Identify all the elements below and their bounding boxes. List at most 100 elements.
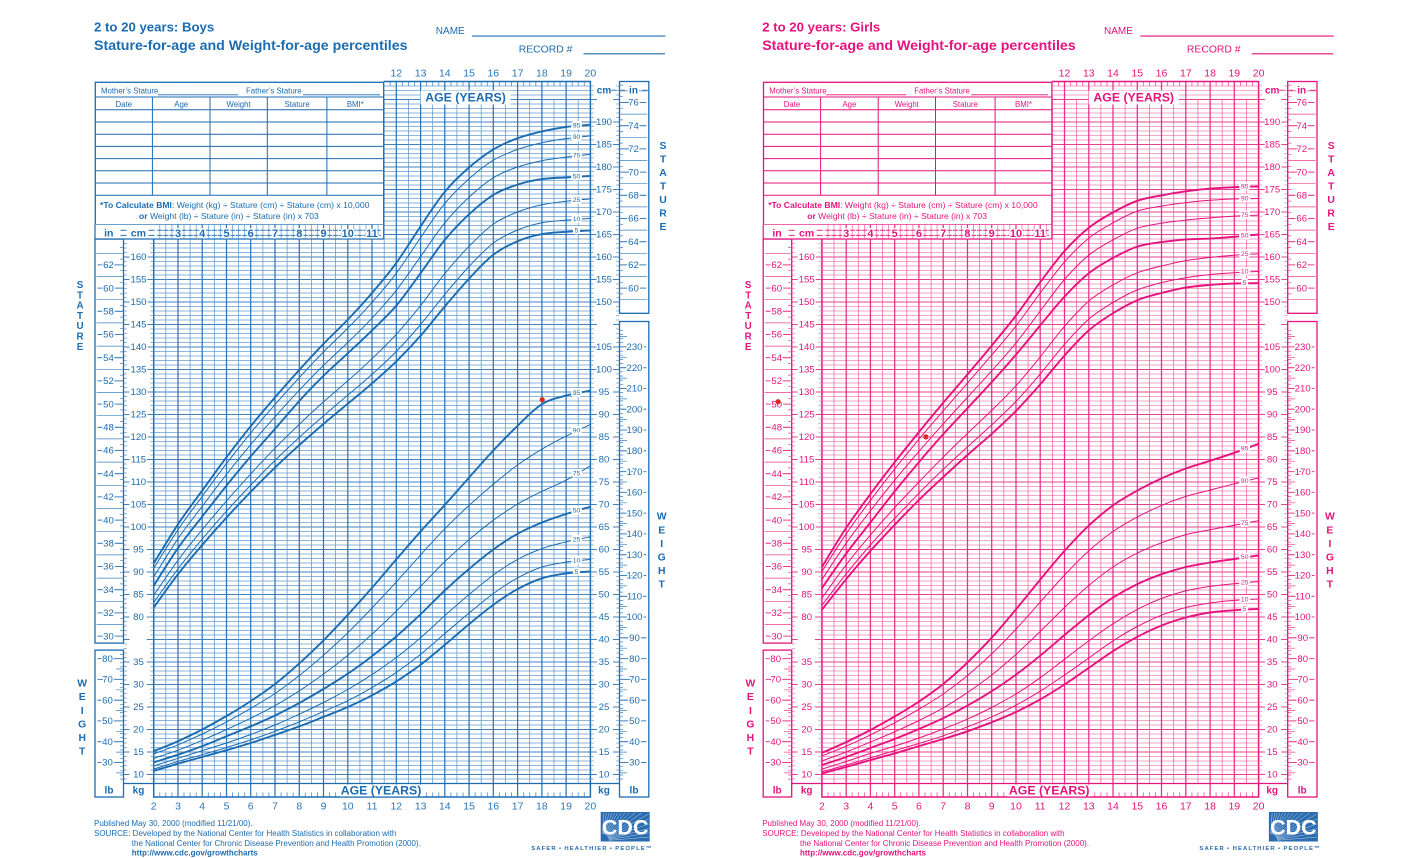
svg-text:60: 60 [1296,283,1307,294]
svg-text:70: 70 [102,675,113,686]
svg-text:75: 75 [1267,477,1278,488]
svg-text:66: 66 [1296,214,1307,225]
svg-text:100: 100 [130,522,146,533]
svg-text:20: 20 [133,725,144,736]
svg-text:15: 15 [463,68,475,80]
svg-text:15: 15 [463,801,475,813]
svg-text:135: 135 [799,365,815,376]
svg-text:76: 76 [628,98,639,109]
svg-text:8: 8 [964,228,970,240]
svg-text:40: 40 [771,515,782,526]
svg-text:9: 9 [320,228,326,240]
svg-text:14: 14 [1107,68,1119,80]
svg-text:kg: kg [133,786,145,797]
svg-text:70: 70 [770,675,781,686]
svg-text:50: 50 [1297,716,1308,727]
svg-text:10: 10 [573,558,581,565]
svg-text:A: A [1327,168,1335,179]
svg-text:10: 10 [133,770,144,781]
svg-text:E: E [658,525,665,536]
svg-text:140: 140 [799,342,815,353]
svg-text:U: U [745,321,752,332]
svg-text:or Weight (lb) ÷ Stature (in): or Weight (lb) ÷ Stature (in) ÷ Stature … [139,211,319,221]
svg-text:6: 6 [916,228,922,240]
svg-text:16: 16 [487,68,499,80]
svg-text:80: 80 [770,654,781,665]
svg-text:19: 19 [560,68,572,80]
svg-text:13: 13 [415,68,427,80]
svg-text:7: 7 [940,801,946,813]
svg-text:G: G [1326,553,1334,564]
svg-text:70: 70 [629,675,640,686]
svg-text:kg: kg [598,786,610,797]
svg-text:80: 80 [1267,455,1278,466]
svg-text:64: 64 [1296,237,1307,248]
svg-text:3: 3 [843,228,849,240]
svg-text:E: E [77,342,84,353]
svg-text:80: 80 [801,612,812,623]
svg-text:T: T [660,155,667,166]
svg-text:the National Center for Chroni: the National Center for Chronic Disease … [132,839,421,848]
svg-text:45: 45 [1267,612,1278,623]
svg-text:25: 25 [1267,702,1278,713]
svg-text:25: 25 [573,536,581,543]
svg-text:56: 56 [103,330,114,341]
svg-text:*To Calculate BMI: Weight (kg): *To Calculate BMI: Weight (kg) ÷ Stature… [768,200,1038,210]
svg-text:190: 190 [596,117,612,128]
svg-text:95: 95 [573,390,581,397]
svg-text:E: E [745,342,752,353]
svg-text:105: 105 [1264,342,1280,353]
svg-text:G: G [658,553,666,564]
svg-text:80: 80 [1297,654,1308,665]
svg-text:90: 90 [573,134,581,141]
svg-text:H: H [1326,566,1334,577]
svg-text:30: 30 [133,680,144,691]
svg-text:SOURCE: Developed by the Natio: SOURCE: Developed by the National Center… [762,829,1064,838]
svg-text:cm: cm [131,228,146,240]
svg-text:60: 60 [599,545,610,556]
svg-text:17: 17 [512,68,524,80]
svg-text:115: 115 [799,455,814,466]
svg-text:R: R [76,332,83,343]
svg-text:50: 50 [1241,232,1249,239]
svg-text:5: 5 [575,569,579,576]
svg-text:E: E [747,692,754,703]
svg-text:AGE (YEARS): AGE (YEARS) [341,783,422,797]
svg-text:5: 5 [1243,280,1247,287]
svg-text:I: I [749,706,752,717]
svg-text:170: 170 [1295,467,1311,478]
svg-text:A: A [76,301,83,312]
svg-text:140: 140 [130,342,146,353]
svg-text:95: 95 [1267,387,1278,398]
svg-text:lb: lb [1298,786,1307,797]
svg-text:38: 38 [771,539,782,550]
svg-text:http://www.cdc.gov/growthchart: http://www.cdc.gov/growthcharts [132,848,258,857]
svg-text:Weight: Weight [895,100,920,109]
svg-text:Age: Age [174,100,188,109]
svg-text:130: 130 [626,550,642,561]
svg-text:3: 3 [843,801,849,813]
svg-text:3: 3 [175,228,181,240]
svg-text:30: 30 [801,680,812,691]
svg-text:9: 9 [989,801,995,813]
svg-text:74: 74 [628,121,639,132]
svg-text:220: 220 [626,363,642,374]
svg-text:80: 80 [629,654,640,665]
svg-text:62: 62 [771,260,782,271]
svg-text:45: 45 [599,612,610,623]
svg-text:160: 160 [596,252,612,263]
svg-text:135: 135 [130,365,146,376]
svg-text:60: 60 [103,283,114,294]
svg-text:19: 19 [1228,801,1240,813]
svg-text:160: 160 [130,252,146,263]
svg-text:Stature-for-age and Weight-for: Stature-for-age and Weight-for-age perce… [762,38,1076,54]
svg-text:CDC: CDC [1270,816,1317,840]
svg-text:20: 20 [585,68,597,80]
svg-text:90: 90 [1241,478,1249,485]
svg-text:110: 110 [799,477,814,488]
svg-text:95: 95 [133,545,144,556]
svg-text:95: 95 [599,387,610,398]
svg-text:50: 50 [103,399,114,410]
svg-text:60: 60 [1267,545,1278,556]
svg-text:50: 50 [1241,554,1249,561]
